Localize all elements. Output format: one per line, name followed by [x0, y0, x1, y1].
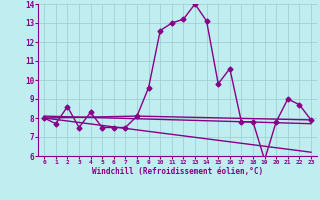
X-axis label: Windchill (Refroidissement éolien,°C): Windchill (Refroidissement éolien,°C) — [92, 167, 263, 176]
